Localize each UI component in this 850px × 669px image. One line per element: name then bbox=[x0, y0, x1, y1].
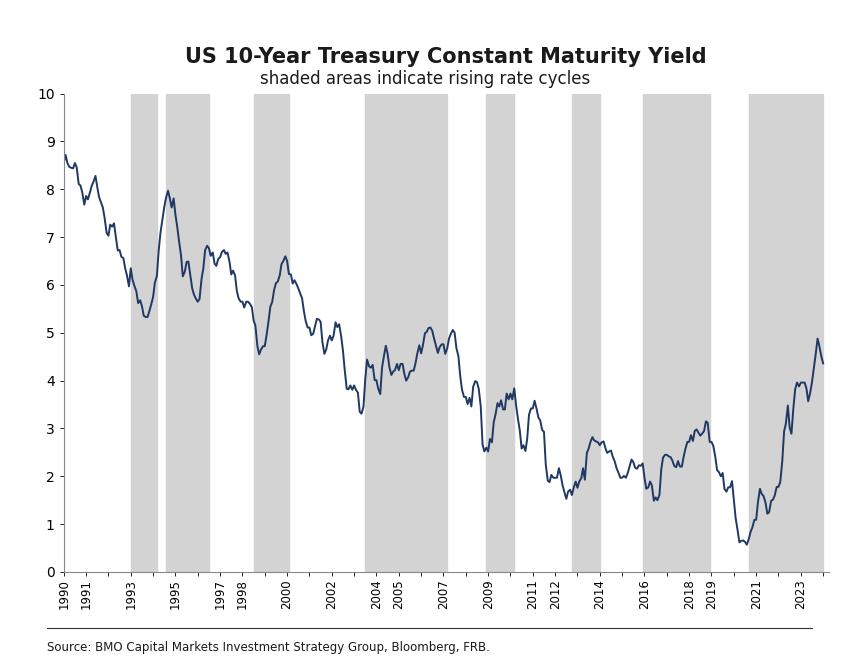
Bar bbox=[253, 94, 289, 572]
Bar bbox=[366, 94, 447, 572]
Bar bbox=[643, 94, 710, 572]
Bar bbox=[166, 94, 209, 572]
Bar bbox=[131, 94, 157, 572]
Bar bbox=[572, 94, 600, 572]
Text: Source: BMO Capital Markets Investment Strategy Group, Bloomberg, FRB.: Source: BMO Capital Markets Investment S… bbox=[47, 642, 490, 654]
Title: US 10-Year Treasury Constant Maturity Yield: US 10-Year Treasury Constant Maturity Yi… bbox=[185, 47, 707, 67]
Bar bbox=[486, 94, 514, 572]
Bar bbox=[749, 94, 823, 572]
Text: shaded areas indicate rising rate cycles: shaded areas indicate rising rate cycles bbox=[260, 70, 590, 88]
